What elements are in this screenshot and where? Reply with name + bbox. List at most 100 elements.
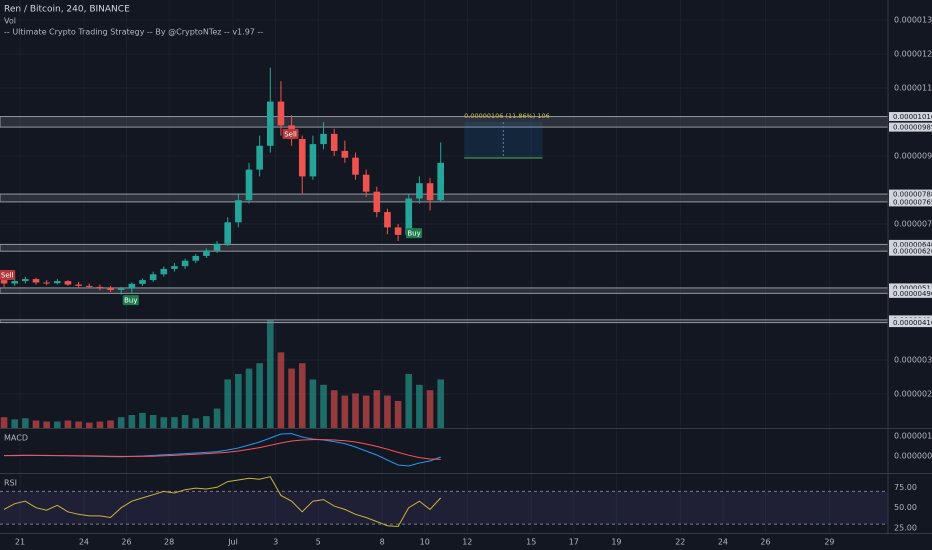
candle-body	[43, 282, 50, 284]
volume-bar	[64, 420, 72, 428]
candle-body	[245, 169, 253, 201]
level-label: 0.00000640	[893, 241, 932, 249]
candle-body	[362, 174, 370, 192]
strategy-label: -- Ultimate Crypto Trading Strategy -- B…	[4, 28, 263, 37]
candle-body	[160, 268, 168, 275]
volume-bar	[298, 363, 306, 428]
level-label: 0.00000620	[893, 248, 932, 256]
y-tick-label: 0.00000100	[894, 432, 932, 441]
band-fill	[0, 491, 888, 525]
candle-body	[416, 183, 423, 199]
volume-bar	[117, 417, 125, 428]
volume-bar	[394, 401, 402, 428]
volume-bar	[149, 415, 157, 428]
y-tick-label: 0.00000000	[894, 452, 932, 461]
volume-bar	[437, 379, 444, 428]
candle-body	[22, 279, 29, 282]
x-tick-label: 22	[675, 538, 685, 547]
signal-box	[406, 228, 423, 239]
level-tag	[889, 288, 932, 298]
candle-body	[373, 191, 381, 213]
volume-bar	[245, 368, 253, 428]
volume-bar	[224, 379, 231, 428]
candle-body	[53, 281, 61, 284]
volume-bar	[277, 352, 285, 428]
level-label: 0.00000512	[893, 284, 932, 292]
x-tick-label: 21	[15, 538, 25, 547]
x-tick-label: 26	[760, 538, 770, 547]
level-label: 0.00000410	[893, 319, 932, 327]
candle-body	[107, 287, 114, 290]
signal-label: Sell	[1, 271, 14, 279]
volume-bar	[11, 419, 18, 428]
x-tick-label: 17	[569, 538, 579, 547]
volume-bar	[256, 363, 263, 428]
price-axis-panel	[888, 0, 932, 550]
measure-label: 0.00000106 (11.86%) 106	[464, 112, 550, 120]
measure-box	[464, 121, 543, 159]
volume-bar	[320, 384, 327, 428]
level-tag	[889, 189, 932, 199]
zone	[0, 287, 889, 294]
x-tick-label: 24	[718, 538, 728, 547]
volume-bar	[128, 415, 136, 428]
signal-box	[122, 295, 139, 306]
x-tick-label: 29	[824, 538, 834, 547]
candle-body	[128, 283, 136, 289]
y-tick-label: 0.00000300	[894, 355, 932, 364]
candle-body	[330, 133, 338, 151]
volume-bar	[266, 320, 274, 428]
signal-label: Buy	[124, 297, 137, 305]
candle-body	[266, 101, 274, 146]
volume-bar	[96, 421, 104, 428]
pane-title: RSI	[4, 479, 17, 488]
volume-label: Vol	[4, 17, 16, 26]
level-label: 0.00000788	[893, 191, 932, 199]
level-tag	[889, 239, 932, 249]
candle-body	[277, 101, 285, 126]
signal-label: Sell	[284, 130, 297, 138]
x-tick-label: 12	[462, 538, 472, 547]
level-label: 0.00000496	[893, 290, 932, 298]
volume-bar	[107, 420, 114, 428]
zone	[0, 243, 889, 252]
volume-bar	[53, 421, 61, 428]
x-tick-label: 24	[79, 538, 89, 547]
volume-bar	[85, 422, 93, 428]
level-tag	[889, 197, 932, 207]
y-tick-label: 0.00001300	[894, 15, 932, 24]
volume-bar	[75, 421, 82, 428]
plot: Sell Buy Sell Buy 0.00000106 (11.86%) 106 MAC…	[0, 0, 889, 533]
y-tick-label: 0.00000200	[894, 389, 932, 398]
y-tick-label: 25.00	[894, 524, 917, 533]
x-tick-label: 19	[611, 538, 621, 547]
candle-body	[384, 212, 391, 228]
volume-bar	[309, 379, 317, 428]
symbol-title: Ren / Bitcoin, 240, BINANCE	[4, 5, 130, 15]
x-tick-label: 28	[164, 538, 174, 547]
series-line	[3, 476, 442, 528]
signal-box	[282, 128, 299, 139]
candle-body	[320, 133, 327, 145]
y-tick-label: 0.00000900	[894, 151, 932, 160]
signal-box	[0, 269, 16, 280]
candle-body	[235, 200, 242, 223]
level-tag	[889, 246, 932, 256]
candle-body	[11, 281, 18, 284]
volume-bar	[330, 390, 338, 428]
x-tick-label: 15	[526, 538, 536, 547]
volume-bar	[139, 412, 146, 428]
volume-bar	[352, 393, 359, 428]
candle-body	[96, 286, 104, 288]
level-label: 0.00001016	[893, 113, 932, 121]
volume-bar	[171, 417, 178, 428]
candle-body	[64, 281, 72, 285]
candle-body	[75, 284, 82, 286]
volume-bar	[362, 395, 370, 428]
candle-body	[437, 162, 444, 201]
volume-bar	[405, 374, 413, 428]
series-line	[4, 439, 441, 460]
volume-bar	[192, 418, 200, 428]
x-tick-label: 3	[273, 538, 278, 547]
